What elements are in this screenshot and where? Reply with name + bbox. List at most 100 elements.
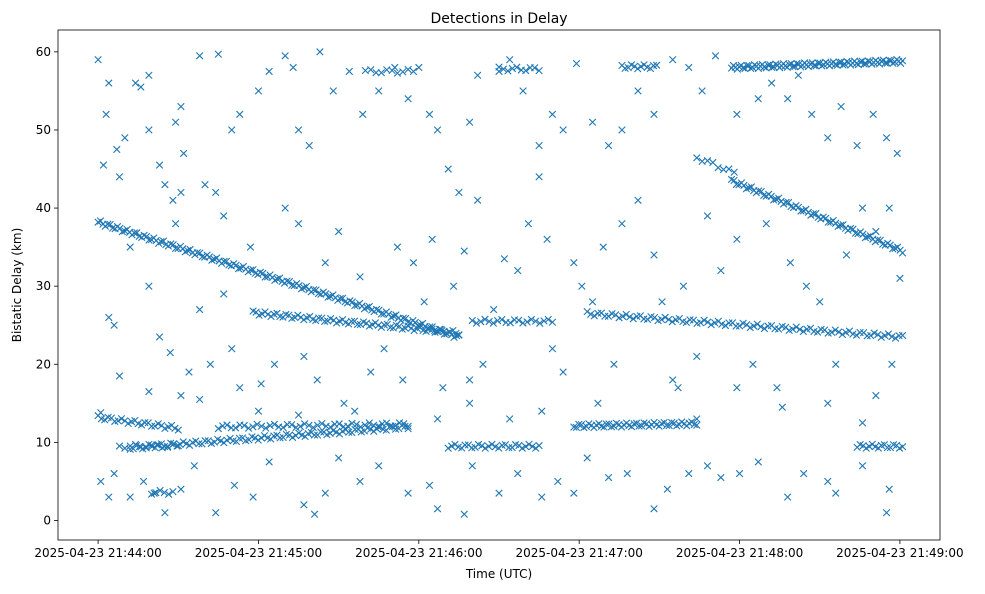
data-point xyxy=(428,235,436,243)
data-point xyxy=(506,55,514,64)
data-point xyxy=(220,212,228,220)
data-point xyxy=(698,87,706,95)
data-point xyxy=(885,204,893,212)
data-point xyxy=(465,118,474,126)
track-point xyxy=(305,421,313,430)
data-point xyxy=(449,282,458,290)
track-point xyxy=(522,66,530,75)
data-point xyxy=(190,462,198,470)
data-point xyxy=(404,95,412,103)
track-point xyxy=(223,421,231,429)
data-point xyxy=(177,102,185,111)
track-point xyxy=(785,60,793,69)
data-point xyxy=(425,481,434,490)
track-point xyxy=(810,61,818,70)
track-point xyxy=(393,69,402,77)
track-point xyxy=(348,298,357,306)
data-point xyxy=(554,477,562,486)
track-point xyxy=(634,64,642,73)
track-point xyxy=(536,319,544,327)
data-point xyxy=(538,407,546,415)
track-point xyxy=(764,61,772,69)
track-point xyxy=(377,310,386,318)
track-point xyxy=(409,67,418,76)
data-point xyxy=(893,149,901,158)
data-point xyxy=(166,348,174,357)
track-point xyxy=(444,444,452,452)
track-point xyxy=(693,421,701,429)
data-point xyxy=(265,458,273,466)
track-point xyxy=(535,441,543,450)
track-point xyxy=(824,218,832,226)
track-point xyxy=(607,423,616,431)
data-point xyxy=(618,220,626,228)
data-point xyxy=(110,321,118,329)
data-point xyxy=(201,180,209,189)
track-point xyxy=(279,423,287,432)
data-point xyxy=(858,419,867,427)
data-point xyxy=(786,259,795,267)
track-point xyxy=(171,244,180,253)
data-point xyxy=(559,368,567,376)
track-point xyxy=(898,249,907,257)
track-point xyxy=(205,253,214,261)
data-point xyxy=(455,188,463,197)
track-point xyxy=(735,322,744,330)
data-point xyxy=(733,235,741,243)
track-point xyxy=(249,423,257,431)
data-point xyxy=(773,384,781,392)
track-point xyxy=(285,277,294,286)
x-tick-label: 2025-04-23 21:45:00 xyxy=(195,546,322,560)
track-point xyxy=(377,69,386,77)
data-point xyxy=(185,368,193,376)
data-point xyxy=(514,469,522,478)
data-point xyxy=(230,481,239,490)
track-point xyxy=(629,315,637,323)
track-point xyxy=(142,232,151,241)
track-point xyxy=(431,328,439,337)
track-point xyxy=(335,420,343,428)
x-tick-label: 2025-04-23 21:44:00 xyxy=(34,546,161,560)
data-point xyxy=(433,505,442,513)
track-point xyxy=(732,180,741,189)
data-point xyxy=(281,52,289,60)
track-point xyxy=(789,62,797,71)
track-point xyxy=(750,322,758,330)
data-point xyxy=(885,485,893,493)
data-point xyxy=(345,67,354,76)
data-point xyxy=(228,126,236,134)
track-point xyxy=(244,424,253,432)
data-point xyxy=(102,110,110,119)
track-point xyxy=(700,316,708,325)
data-point xyxy=(663,485,672,493)
track-point xyxy=(742,185,751,193)
track-point xyxy=(796,325,804,334)
track-point xyxy=(635,422,643,430)
track-point xyxy=(653,61,661,69)
data-point xyxy=(121,134,129,142)
track-point xyxy=(167,439,175,447)
data-point xyxy=(321,259,329,267)
data-point xyxy=(131,79,140,87)
track-point xyxy=(353,320,362,329)
track-point xyxy=(883,443,892,452)
track-point xyxy=(152,488,160,497)
data-point xyxy=(578,282,586,290)
track-point xyxy=(809,210,818,218)
data-point xyxy=(249,493,257,501)
data-point xyxy=(872,391,880,400)
track-point xyxy=(220,257,228,266)
data-point xyxy=(270,360,279,368)
track-point xyxy=(881,59,889,67)
track-point xyxy=(375,306,383,314)
data-point xyxy=(179,149,188,158)
track-point xyxy=(622,310,630,319)
track-point xyxy=(114,417,122,425)
track-point xyxy=(583,307,591,316)
data-point xyxy=(658,298,666,306)
data-point xyxy=(460,510,468,518)
data-point xyxy=(321,489,329,497)
data-point xyxy=(548,110,557,119)
track-point xyxy=(326,423,335,431)
track-point xyxy=(523,318,531,326)
